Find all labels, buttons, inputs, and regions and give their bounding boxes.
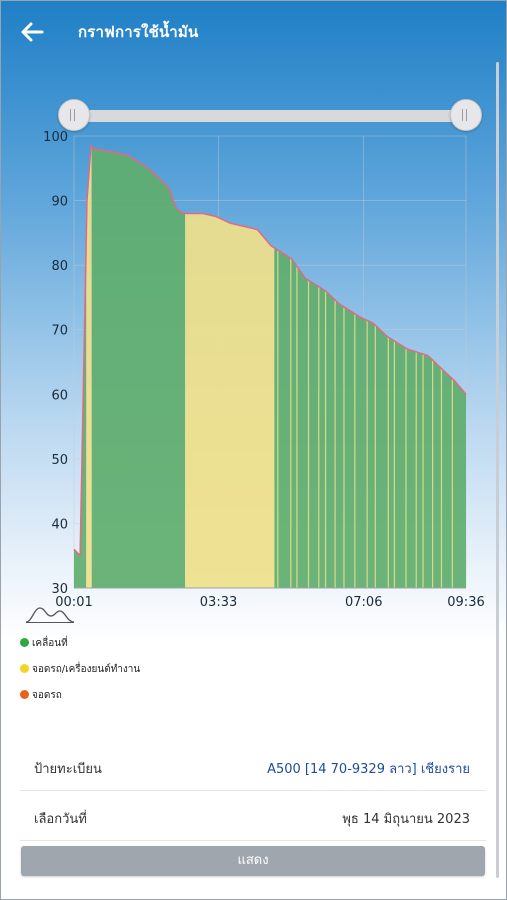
y-tick-label: 60 (51, 388, 68, 403)
x-tick-label: 09:36 (447, 595, 484, 610)
y-tick-label: 70 (51, 324, 68, 339)
legend-item-stopped: จอดรถ (20, 688, 62, 703)
y-tick-label: 50 (51, 453, 68, 468)
legend-item-moving: เคลื่อนที่ (20, 636, 68, 651)
arrow-left-icon[interactable] (18, 18, 46, 46)
legend-dot-stopped (20, 690, 29, 699)
legend-dot-idle (20, 664, 29, 673)
legend-label: จอดรถ/เครื่องยนต์ทำงาน (32, 664, 141, 675)
legend-label: จอดรถ (32, 690, 62, 701)
chart-overview-icon[interactable] (24, 602, 76, 624)
scrollbar[interactable] (496, 62, 499, 878)
time-range-slider[interactable] (74, 110, 466, 122)
y-tick-label: 40 (51, 517, 68, 532)
x-tick-label: 00:01 (55, 595, 92, 610)
show-button[interactable]: แสดง (21, 846, 485, 876)
legend-dot-moving (20, 638, 29, 647)
plate-label: ป้ายทะเบียน (34, 762, 102, 777)
page-title: กราฟการใช้น้ำมัน (78, 23, 199, 41)
y-tick-label: 100 (43, 130, 68, 145)
y-tick-label: 30 (51, 582, 68, 597)
fuel-level-line (73, 143, 467, 558)
date-picker[interactable]: พุธ 14 มิถุนายน 2023 (342, 812, 470, 827)
range-handle-end[interactable] (450, 99, 482, 131)
y-tick-label: 80 (51, 259, 68, 274)
legend-label: เคลื่อนที่ (32, 638, 68, 649)
x-tick-label: 07:06 (345, 595, 382, 610)
plate-row[interactable]: ป้ายทะเบียน A500 [14 70-9329 ลาว] เชียงร… (20, 742, 486, 791)
state-band-idle (86, 145, 92, 588)
app-header: กราฟการใช้น้ำมัน (0, 0, 507, 62)
legend-item-idle: จอดรถ/เครื่องยนต์ทำงาน (20, 662, 140, 677)
date-row[interactable]: เลือกวันที่ พุธ 14 มิถุนายน 2023 (20, 792, 486, 841)
fuel-chart: 30 40 50 60 70 80 90 100 00:01 03:33 07:06 09:36 (43, 130, 485, 610)
state-band-moving (274, 247, 466, 588)
state-band-moving (91, 146, 186, 588)
plate-select[interactable]: A500 [14 70-9329 ลาว] เชียงราย (267, 762, 470, 777)
date-label: เลือกวันที่ (34, 812, 87, 827)
state-band-idle (185, 213, 275, 588)
x-tick-label: 03:33 (200, 595, 237, 610)
range-handle-start[interactable] (58, 99, 90, 131)
state-band-moving (74, 236, 87, 588)
y-tick-label: 90 (51, 195, 68, 210)
